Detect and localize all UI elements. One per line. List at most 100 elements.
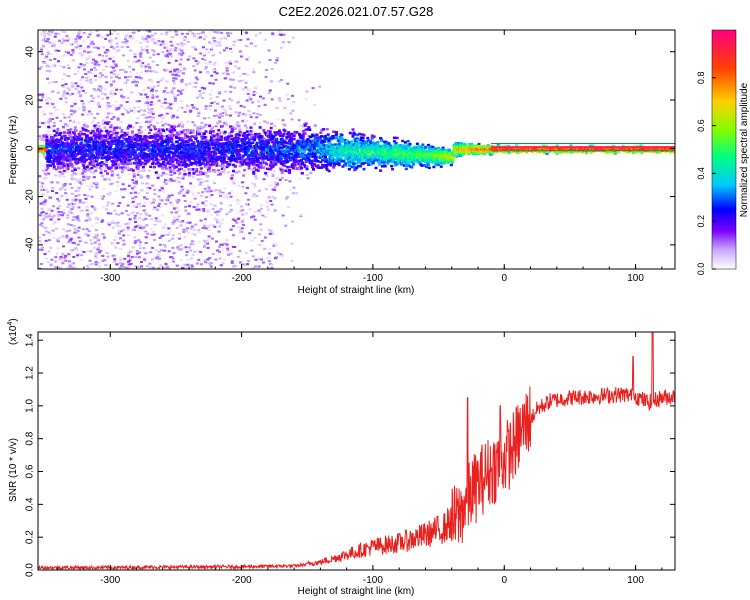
spectrogram-band-mark — [215, 161, 219, 165]
spectrogram-noise-mark — [152, 38, 156, 41]
spectrogram-noise-mark — [86, 177, 90, 180]
spectrogram-band-mark — [81, 172, 85, 175]
spectrogram-noise-mark — [140, 65, 144, 68]
spectrogram-noise-mark — [199, 251, 203, 254]
spectrogram-noise-mark — [136, 106, 140, 109]
spectrogram-noise-mark — [189, 249, 193, 252]
spectrogram-band-mark — [83, 153, 87, 156]
spectrogram-band-mark — [96, 162, 100, 166]
spectrogram-band-mark — [197, 161, 201, 164]
spectrogram-noise-mark — [77, 226, 81, 229]
spectrogram-noise-mark — [232, 71, 236, 74]
spectrogram-noise-mark — [90, 94, 94, 97]
spectrogram-noise-mark — [135, 121, 139, 124]
spectrogram-noise-mark — [152, 116, 156, 119]
spectrogram-band-mark — [254, 151, 258, 155]
spectrogram-band-mark — [281, 153, 285, 156]
spectrogram-noise-mark — [135, 266, 139, 269]
spectrogram-noise-mark — [158, 257, 162, 260]
spectrogram-noise-mark — [66, 129, 70, 132]
spectrogram-noise-mark — [82, 31, 86, 34]
spectrogram-band-mark — [270, 140, 274, 144]
spectrogram-noise-mark — [147, 132, 151, 135]
spectrogram-noise-mark — [43, 113, 47, 116]
spectrogram-noise-mark — [225, 114, 229, 117]
spectrogram-noise-mark — [126, 96, 130, 99]
spectrogram-noise-mark — [73, 228, 77, 231]
spectrogram-noise-mark — [48, 213, 52, 216]
spectrogram-band-mark — [109, 166, 113, 169]
spectrogram-band-mark — [76, 161, 80, 164]
spectrogram-band-mark — [155, 153, 159, 157]
spectrogram-noise-mark — [144, 65, 148, 68]
spectrogram-band-mark — [231, 151, 235, 154]
spectrogram-noise-mark — [111, 66, 115, 69]
spectrogram-noise-mark — [76, 70, 80, 73]
spectrogram-noise-mark — [142, 113, 146, 116]
spectrogram-band-mark — [117, 158, 121, 161]
spectrogram-band-mark — [132, 142, 136, 146]
spectrogram-noise-mark — [181, 188, 185, 191]
spectrogram-band-mark — [250, 135, 254, 139]
spectrogram-band-mark — [117, 126, 121, 130]
spectrogram-band-mark — [71, 169, 75, 173]
spectrogram-noise-mark — [61, 260, 65, 263]
spectrogram-band-mark — [222, 157, 226, 161]
spectrogram-noise-mark — [69, 109, 73, 112]
spectrogram-noise-mark — [125, 79, 129, 82]
spectrogram-band-mark — [154, 171, 158, 174]
spectrogram-band-mark — [125, 133, 129, 136]
spectrogram-noise-mark — [139, 108, 143, 111]
spectrogram-noise-mark — [164, 202, 168, 205]
spectrogram-noise-mark — [162, 266, 166, 269]
spectrogram-noise-mark — [79, 95, 83, 98]
spectrogram-band-mark — [269, 133, 273, 137]
spectrogram-noise-mark — [181, 177, 185, 180]
spectrogram-noise-mark — [190, 257, 194, 260]
spectrogram-noise-mark — [132, 205, 136, 208]
spectrogram-band-mark — [172, 155, 176, 158]
spectrogram-noise-mark — [117, 232, 121, 235]
spectrogram-noise-mark — [41, 182, 45, 185]
spectrogram-band-mark — [75, 159, 79, 162]
spectrogram-noise-mark — [231, 78, 235, 81]
spectrogram-band-mark — [226, 163, 230, 166]
spectrogram-noise-mark — [244, 45, 248, 48]
spectrogram-noise-mark — [41, 188, 45, 191]
spectrogram-band-mark — [210, 159, 214, 162]
spectrogram-band-mark — [192, 140, 196, 144]
spectrogram-noise-mark — [304, 98, 308, 101]
spectrogram-band-mark — [259, 143, 263, 147]
spectrogram-band-mark — [203, 148, 207, 151]
spectrogram-noise-mark — [164, 262, 168, 265]
spectrogram-noise-mark — [72, 218, 76, 221]
spectrogram-noise-mark — [70, 176, 74, 179]
spectrogram-noise-mark — [157, 195, 161, 198]
spectrogram-noise-mark — [112, 73, 116, 76]
spectrogram-band-mark — [205, 158, 209, 161]
spectrogram-noise-mark — [55, 212, 59, 215]
spectrogram-noise-mark — [218, 51, 222, 54]
spectrogram-noise-mark — [46, 32, 50, 35]
spectrogram-noise-mark — [159, 114, 163, 117]
spectrogram-noise-mark — [43, 215, 47, 218]
spectrogram-noise-mark — [90, 182, 94, 185]
spectrogram-noise-mark — [202, 38, 206, 41]
spectrogram-noise-mark — [252, 215, 256, 218]
spectrogram-noise-mark — [209, 145, 213, 148]
spectrogram-noise-mark — [224, 120, 228, 123]
spectrogram-noise-mark — [66, 39, 70, 42]
spectrogram-band-mark — [226, 137, 230, 140]
spectrogram-band-mark — [265, 139, 269, 142]
spectrogram-band-mark — [68, 148, 72, 151]
spectrogram-band-mark — [177, 168, 181, 171]
spectrogram-noise-mark — [179, 69, 183, 72]
spectrogram-noise-mark — [135, 206, 139, 209]
spectrogram-noise-mark — [181, 126, 185, 129]
spectrogram-noise-mark — [52, 81, 56, 84]
spectrogram-band-mark — [269, 162, 273, 166]
spectrogram-band-mark — [239, 144, 243, 147]
spectrogram-noise-mark — [147, 86, 151, 89]
spectrogram-band-mark — [203, 136, 207, 139]
spectrogram-noise-mark — [145, 198, 149, 201]
